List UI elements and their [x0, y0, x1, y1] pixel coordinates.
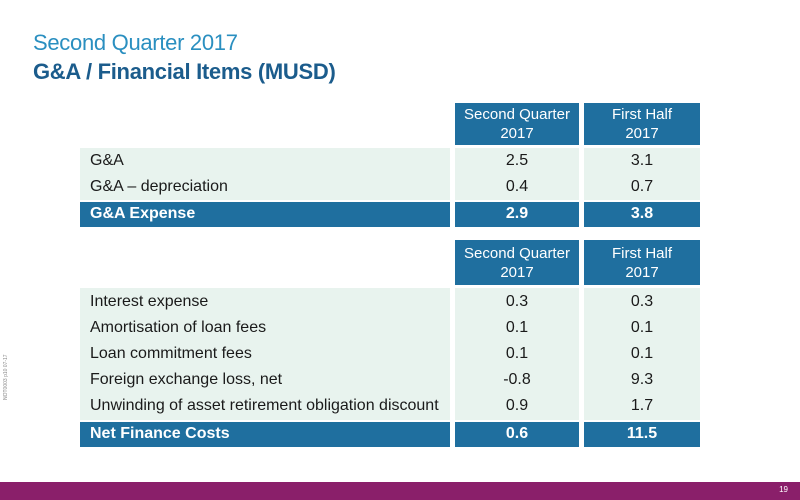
slide-title: G&A / Financial Items (MUSD) [33, 59, 336, 84]
slide-subtitle: Second Quarter 2017 [33, 30, 238, 55]
column-header-first-half: First Half 2017 [584, 103, 700, 145]
total-row [80, 202, 700, 227]
total-label: Net Finance Costs [90, 425, 230, 442]
row-value-q2: 0.4 [505, 178, 529, 195]
row-value-h1: 3.1 [630, 152, 654, 169]
row-value-q2: 0.9 [505, 397, 529, 414]
row-label: G&A – depreciation [90, 178, 228, 195]
row-value-h1: 0.7 [630, 178, 654, 195]
row-label: Interest expense [90, 293, 209, 310]
table-row [80, 148, 700, 200]
row-label: Unwinding of asset retirement obligation… [90, 397, 439, 414]
row-value-q2: 2.5 [505, 152, 529, 169]
total-value-h1: 3.8 [630, 205, 654, 222]
footer-bar: 19 [0, 482, 800, 500]
row-value-q2: -0.8 [503, 371, 531, 388]
row-label: Foreign exchange loss, net [90, 371, 283, 388]
column-header-first-half: First Half 2017 [584, 240, 700, 285]
page-number: 19 [779, 485, 788, 494]
row-value-q2: 0.1 [505, 345, 529, 362]
row-label: G&A [90, 152, 124, 169]
total-value-q2: 0.6 [505, 425, 529, 442]
total-row [80, 422, 700, 447]
side-reference-text: NOT0003 p10 07-17 [3, 354, 9, 400]
total-value-q2: 2.9 [505, 205, 529, 222]
table-row-group [80, 288, 700, 420]
total-value-h1: 11.5 [626, 425, 658, 442]
total-label: G&A Expense [90, 205, 196, 222]
row-value-h1: 0.1 [630, 319, 654, 336]
row-value-h1: 0.3 [630, 293, 654, 310]
row-value-h1: 9.3 [630, 371, 654, 388]
row-label: Loan commitment fees [90, 345, 252, 362]
row-value-q2: 0.1 [505, 319, 529, 336]
row-label: Amortisation of loan fees [90, 319, 267, 336]
column-header-second-quarter: Second Quarter 2017 [455, 103, 579, 145]
row-value-h1: 0.1 [630, 345, 654, 362]
column-header-second-quarter: Second Quarter 2017 [455, 240, 579, 285]
row-value-h1: 1.7 [630, 397, 654, 414]
row-value-q2: 0.3 [505, 293, 529, 310]
